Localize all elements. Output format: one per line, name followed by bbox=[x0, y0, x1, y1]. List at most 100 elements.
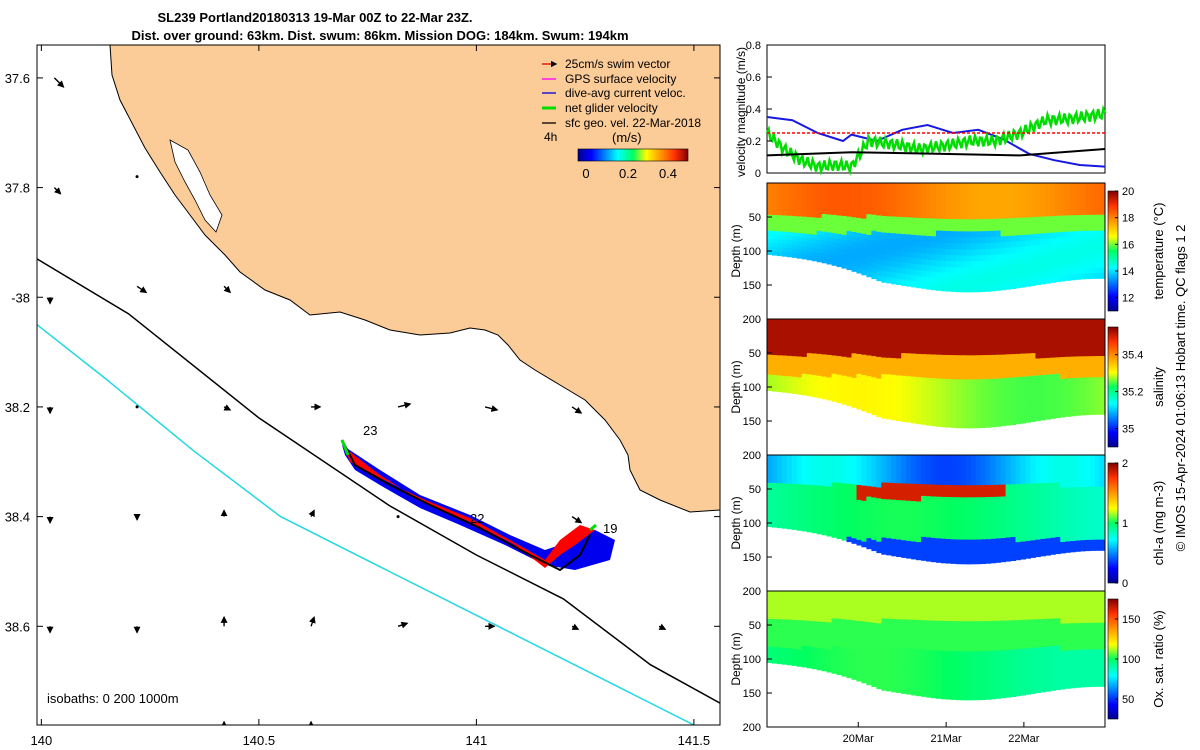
legend-item-sfc-geo: sfc geo. vel. 22-Mar-2018 bbox=[542, 116, 701, 130]
day-label-19: 19 bbox=[603, 521, 617, 536]
glider-track bbox=[340, 439, 615, 572]
map-xtick: 140 bbox=[30, 733, 52, 748]
sfc-arrow bbox=[308, 509, 315, 518]
colorbar-tick: 100 bbox=[1122, 654, 1140, 666]
sfc-arrow bbox=[135, 405, 139, 409]
depth-tick: 200 bbox=[743, 722, 761, 734]
depth-tick: 100 bbox=[743, 654, 761, 666]
colorbar-label: temperature (°C) bbox=[1151, 203, 1166, 300]
legend-item-gps: GPS surface velocity bbox=[542, 72, 676, 86]
series-sfc-geo-vel- bbox=[766, 148, 1106, 157]
depth-tick: 200 bbox=[743, 450, 761, 462]
isobath-1000m bbox=[37, 324, 695, 725]
series-net-glider bbox=[765, 104, 1107, 177]
sfc-arrow bbox=[571, 406, 583, 414]
depth-tick: 50 bbox=[749, 620, 761, 632]
sfc-arrow bbox=[484, 405, 499, 412]
temperature-section: 50 100 150 200 Depth (m) 12 14 16 18 20 temperatur… bbox=[729, 182, 1166, 326]
depth-tick: 50 bbox=[749, 348, 761, 360]
velocity-panel: 0 0.2 0.4 0.6 0.8 velocity magnitude (m/s) bbox=[734, 40, 1107, 180]
velocity-ytick: 0 bbox=[755, 168, 761, 180]
map-xtick: 141 bbox=[466, 733, 488, 748]
salinity-section: 50 100 150 200 Depth (m) 35 35.2 35.4 salinity bbox=[729, 318, 1166, 462]
colorbar-tick: 16 bbox=[1122, 239, 1134, 251]
map-ytick: 38.6 bbox=[5, 619, 30, 634]
velocity-yticks: 0 0.2 0.4 0.6 0.8 bbox=[746, 40, 772, 180]
map-legend: 25cm/s swim vector GPS surface velocity … bbox=[542, 57, 701, 181]
depth-ylabel: Depth (m) bbox=[729, 632, 743, 685]
colorbar-tick: 0 bbox=[1122, 578, 1128, 590]
colorbar-tick: 14 bbox=[1122, 266, 1134, 278]
svg-text:sfc geo. vel. 22-Mar-2018: sfc geo. vel. 22-Mar-2018 bbox=[565, 116, 701, 130]
sfc-arrow bbox=[223, 404, 232, 411]
chla-section: 50 100 150 200 Depth (m) 0 1 2 chl-a (mg m-3) bbox=[729, 454, 1166, 598]
depth-tick: 50 bbox=[749, 212, 761, 224]
isobath-200m bbox=[37, 258, 720, 704]
depth-tick: 150 bbox=[743, 552, 761, 564]
land-area bbox=[109, 45, 720, 513]
velocity-ylabel: velocity magnitude (m/s) bbox=[734, 47, 748, 177]
map-ytick: 38.2 bbox=[5, 400, 30, 415]
surface-velocity-arrows bbox=[46, 77, 667, 725]
sfc-arrow bbox=[135, 175, 139, 179]
sfc-arrow bbox=[571, 516, 583, 524]
sfc-arrow bbox=[658, 623, 667, 630]
depth-tick: 200 bbox=[743, 586, 761, 598]
svg-text:GPS surface velocity: GPS surface velocity bbox=[565, 72, 676, 86]
legend-scale-label: 4h bbox=[544, 130, 557, 144]
colorbar-tick: 1 bbox=[1122, 518, 1128, 530]
map-panel: 140 140.5 141 141.537.637.8-3838.238.438.6 … bbox=[5, 44, 721, 748]
svg-text:25cm/s swim vector: 25cm/s swim vector bbox=[565, 57, 670, 71]
speed-colorbar bbox=[577, 148, 689, 162]
map-ytick: 38.4 bbox=[5, 510, 30, 525]
depth-ylabel: Depth (m) bbox=[729, 224, 743, 277]
map-ytick: 37.8 bbox=[5, 181, 30, 196]
sfc-arrow bbox=[396, 515, 400, 519]
colorbar-tick: 12 bbox=[1122, 293, 1134, 305]
sfc-arrow bbox=[397, 621, 409, 629]
title-line1: SL239 Portland20180313 19-Mar 00Z to 22-… bbox=[157, 10, 472, 25]
depth-tick: 50 bbox=[749, 484, 761, 496]
velocity-ytick: 0.4 bbox=[746, 104, 761, 116]
colorbar-tick: 35.2 bbox=[1122, 387, 1143, 399]
velocity-ytick: 0.8 bbox=[746, 40, 761, 52]
depth-tick: 100 bbox=[743, 518, 761, 530]
cbar-tick-0.2: 0.2 bbox=[619, 166, 637, 181]
isobaths-label: isobaths: 0 200 1000m bbox=[47, 691, 179, 706]
oxygen-section: 50 100 150 200 Depth (m) 50 100 150 Ox. sat. rat… bbox=[729, 590, 1166, 745]
legend-item-dive-avg: dive-avg current veloc. bbox=[542, 86, 686, 100]
sfc-arrow bbox=[53, 77, 65, 88]
map-xtick: 140.5 bbox=[243, 733, 276, 748]
svg-text:net glider velocity: net glider velocity bbox=[565, 101, 658, 115]
sfc-arrow bbox=[223, 285, 232, 294]
depth-tick: 150 bbox=[743, 280, 761, 292]
legend-item-swim: 25cm/s swim vector bbox=[542, 57, 670, 71]
date-tick: 20Mar bbox=[843, 733, 875, 745]
cbar-tick-0.4: 0.4 bbox=[659, 166, 677, 181]
legend-item-net: net glider velocity bbox=[542, 101, 658, 115]
map-xtick: 141.5 bbox=[678, 733, 711, 748]
sfc-arrow bbox=[53, 187, 62, 195]
series-dive-avg-current bbox=[766, 116, 1106, 168]
depth-tick: 150 bbox=[743, 688, 761, 700]
colorbar-label: salinity bbox=[1151, 367, 1166, 407]
map-ytick: 37.6 bbox=[5, 71, 30, 86]
section-colorbar bbox=[1107, 190, 1119, 312]
depth-tick: 150 bbox=[743, 416, 761, 428]
sfc-arrow bbox=[136, 285, 148, 294]
date-tick: 21Mar bbox=[931, 733, 963, 745]
colorbar-label: Ox. sat. ratio (%) bbox=[1151, 610, 1166, 708]
colorbar-tick: 2 bbox=[1122, 458, 1128, 470]
colorbar-label: chl-a (mg m-3) bbox=[1151, 481, 1166, 566]
cbar-tick-0: 0 bbox=[582, 166, 589, 181]
day-label-22: 22 bbox=[470, 511, 484, 526]
sfc-arrow bbox=[571, 623, 580, 630]
colorbar-tick: 150 bbox=[1122, 614, 1140, 626]
velocity-ytick: 0.6 bbox=[746, 72, 761, 84]
sfc-arrow bbox=[397, 401, 412, 409]
map-ytick: -38 bbox=[11, 290, 30, 305]
footer-note: © IMOS 15-Apr-2024 01:06:13 Hobart time.… bbox=[1173, 225, 1188, 552]
depth-tick: 200 bbox=[743, 314, 761, 326]
